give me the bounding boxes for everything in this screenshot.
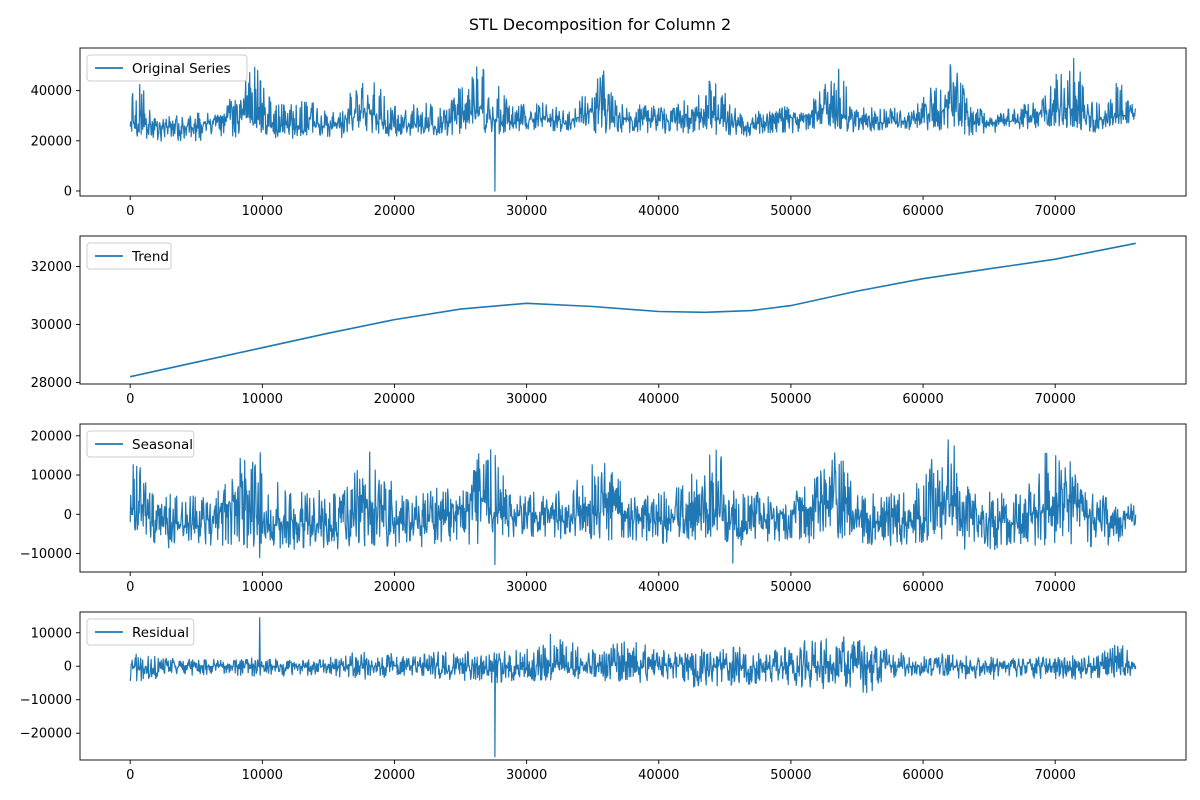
residual-legend-box xyxy=(86,618,195,646)
seasonal-y-tick-label: 20000 xyxy=(31,429,72,444)
residual-x-tick-label: 70000 xyxy=(1035,768,1076,783)
residual-x-tick-label: 10000 xyxy=(242,768,283,783)
seasonal-x-tick-label: 70000 xyxy=(1035,580,1076,595)
residual-x-tick-label: 60000 xyxy=(902,768,943,783)
original-x-tick-label: 10000 xyxy=(242,204,283,219)
residual-axes-frame xyxy=(79,611,1187,761)
residual-x-tick-label: 0 xyxy=(126,768,134,783)
original-y-tick-label: 20000 xyxy=(31,134,72,149)
trend-x-tick-label: 50000 xyxy=(770,392,811,407)
original-x-tick-label: 40000 xyxy=(638,204,679,219)
original-y-tick-label: 0 xyxy=(64,184,72,199)
residual-x-tick-label: 20000 xyxy=(374,768,415,783)
trend-panel: 0 10000 20000 30000 40000 50000 60000 70000 2800… xyxy=(31,235,1187,407)
original-x-tick-label: 20000 xyxy=(374,204,415,219)
residual-x-tick-label: 50000 xyxy=(770,768,811,783)
seasonal-legend-box xyxy=(86,430,195,458)
seasonal-legend: Seasonal xyxy=(86,430,195,458)
trend-legend: Trend xyxy=(86,242,172,270)
seasonal-axes-frame xyxy=(79,423,1187,573)
original-panel: 0 10000 20000 30000 40000 50000 60000 70000 0 200… xyxy=(31,47,1187,219)
original-x-tick-label: 30000 xyxy=(506,204,547,219)
residual-y-tick-label: −20000 xyxy=(20,727,72,742)
residual-y-tick-label: −10000 xyxy=(20,693,72,708)
seasonal-x-tick-label: 40000 xyxy=(638,580,679,595)
seasonal-legend-label: Seasonal xyxy=(132,437,193,453)
original-axes-frame xyxy=(79,47,1187,197)
original-y-tick-label: 40000 xyxy=(31,84,72,99)
original-x-tick-label: 70000 xyxy=(1035,204,1076,219)
seasonal-panel: 0 10000 20000 30000 40000 50000 60000 70000 −100… xyxy=(20,423,1187,595)
trend-x-tick-label: 10000 xyxy=(242,392,283,407)
residual-legend-label: Residual xyxy=(132,625,189,641)
residual-series-line xyxy=(129,617,1137,758)
trend-legend-box xyxy=(86,242,172,270)
residual-panel: 0 10000 20000 30000 40000 50000 60000 70000 −200… xyxy=(20,611,1187,783)
seasonal-x-tick-label: 50000 xyxy=(770,580,811,595)
seasonal-x-tick-label: 10000 xyxy=(242,580,283,595)
trend-y-tick-label: 32000 xyxy=(31,260,72,275)
seasonal-x-tick-label: 0 xyxy=(126,580,134,595)
residual-legend: Residual xyxy=(86,618,195,646)
trend-x-tick-label: 0 xyxy=(126,392,134,407)
original-x-tick-label: 50000 xyxy=(770,204,811,219)
seasonal-x-tick-label: 20000 xyxy=(374,580,415,595)
figure-title: STL Decomposition for Column 2 xyxy=(469,15,731,34)
original-series-line xyxy=(129,57,1137,192)
trend-y-tick-label: 28000 xyxy=(31,376,72,391)
original-x-tick-label: 60000 xyxy=(902,204,943,219)
trend-axes-frame xyxy=(79,235,1187,385)
residual-y-tick-label: 0 xyxy=(64,660,72,675)
trend-x-tick-label: 40000 xyxy=(638,392,679,407)
original-legend: Original Series xyxy=(86,54,248,82)
seasonal-y-tick-label: 10000 xyxy=(31,469,72,484)
seasonal-x-tick-label: 30000 xyxy=(506,580,547,595)
trend-series-line xyxy=(130,242,1136,378)
seasonal-series-line xyxy=(129,439,1137,566)
original-legend-box xyxy=(86,54,248,82)
seasonal-y-tick-label: −10000 xyxy=(20,547,72,562)
trend-y-tick-label: 30000 xyxy=(31,318,72,333)
seasonal-y-tick-label: 0 xyxy=(64,508,72,523)
trend-x-tick-label: 60000 xyxy=(902,392,943,407)
residual-x-tick-label: 30000 xyxy=(506,768,547,783)
residual-y-tick-label: 10000 xyxy=(31,626,72,641)
original-legend-label: Original Series xyxy=(132,61,231,77)
trend-x-tick-label: 20000 xyxy=(374,392,415,407)
trend-legend-label: Trend xyxy=(131,249,169,265)
trend-x-tick-label: 30000 xyxy=(506,392,547,407)
seasonal-x-tick-label: 60000 xyxy=(902,580,943,595)
residual-x-tick-label: 40000 xyxy=(638,768,679,783)
original-x-tick-label: 0 xyxy=(126,204,134,219)
subplot-panels: 0 10000 20000 30000 40000 50000 60000 70000 0 200… xyxy=(20,47,1187,783)
trend-x-tick-label: 70000 xyxy=(1035,392,1076,407)
